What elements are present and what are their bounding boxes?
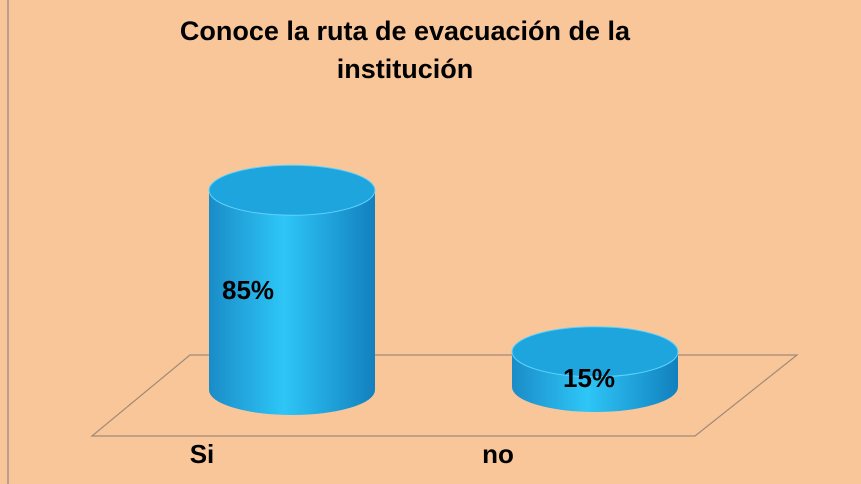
chart-title: Conoce la ruta de evacuación de la insti… xyxy=(179,16,631,84)
data-label: 15% xyxy=(563,363,615,393)
data-label: 85% xyxy=(222,275,274,305)
x-tick-label: Si xyxy=(190,439,215,469)
bar-top xyxy=(511,326,679,378)
bar xyxy=(208,165,375,415)
bar-top xyxy=(208,164,376,216)
x-tick-label: no xyxy=(482,439,514,469)
floor xyxy=(90,354,799,437)
